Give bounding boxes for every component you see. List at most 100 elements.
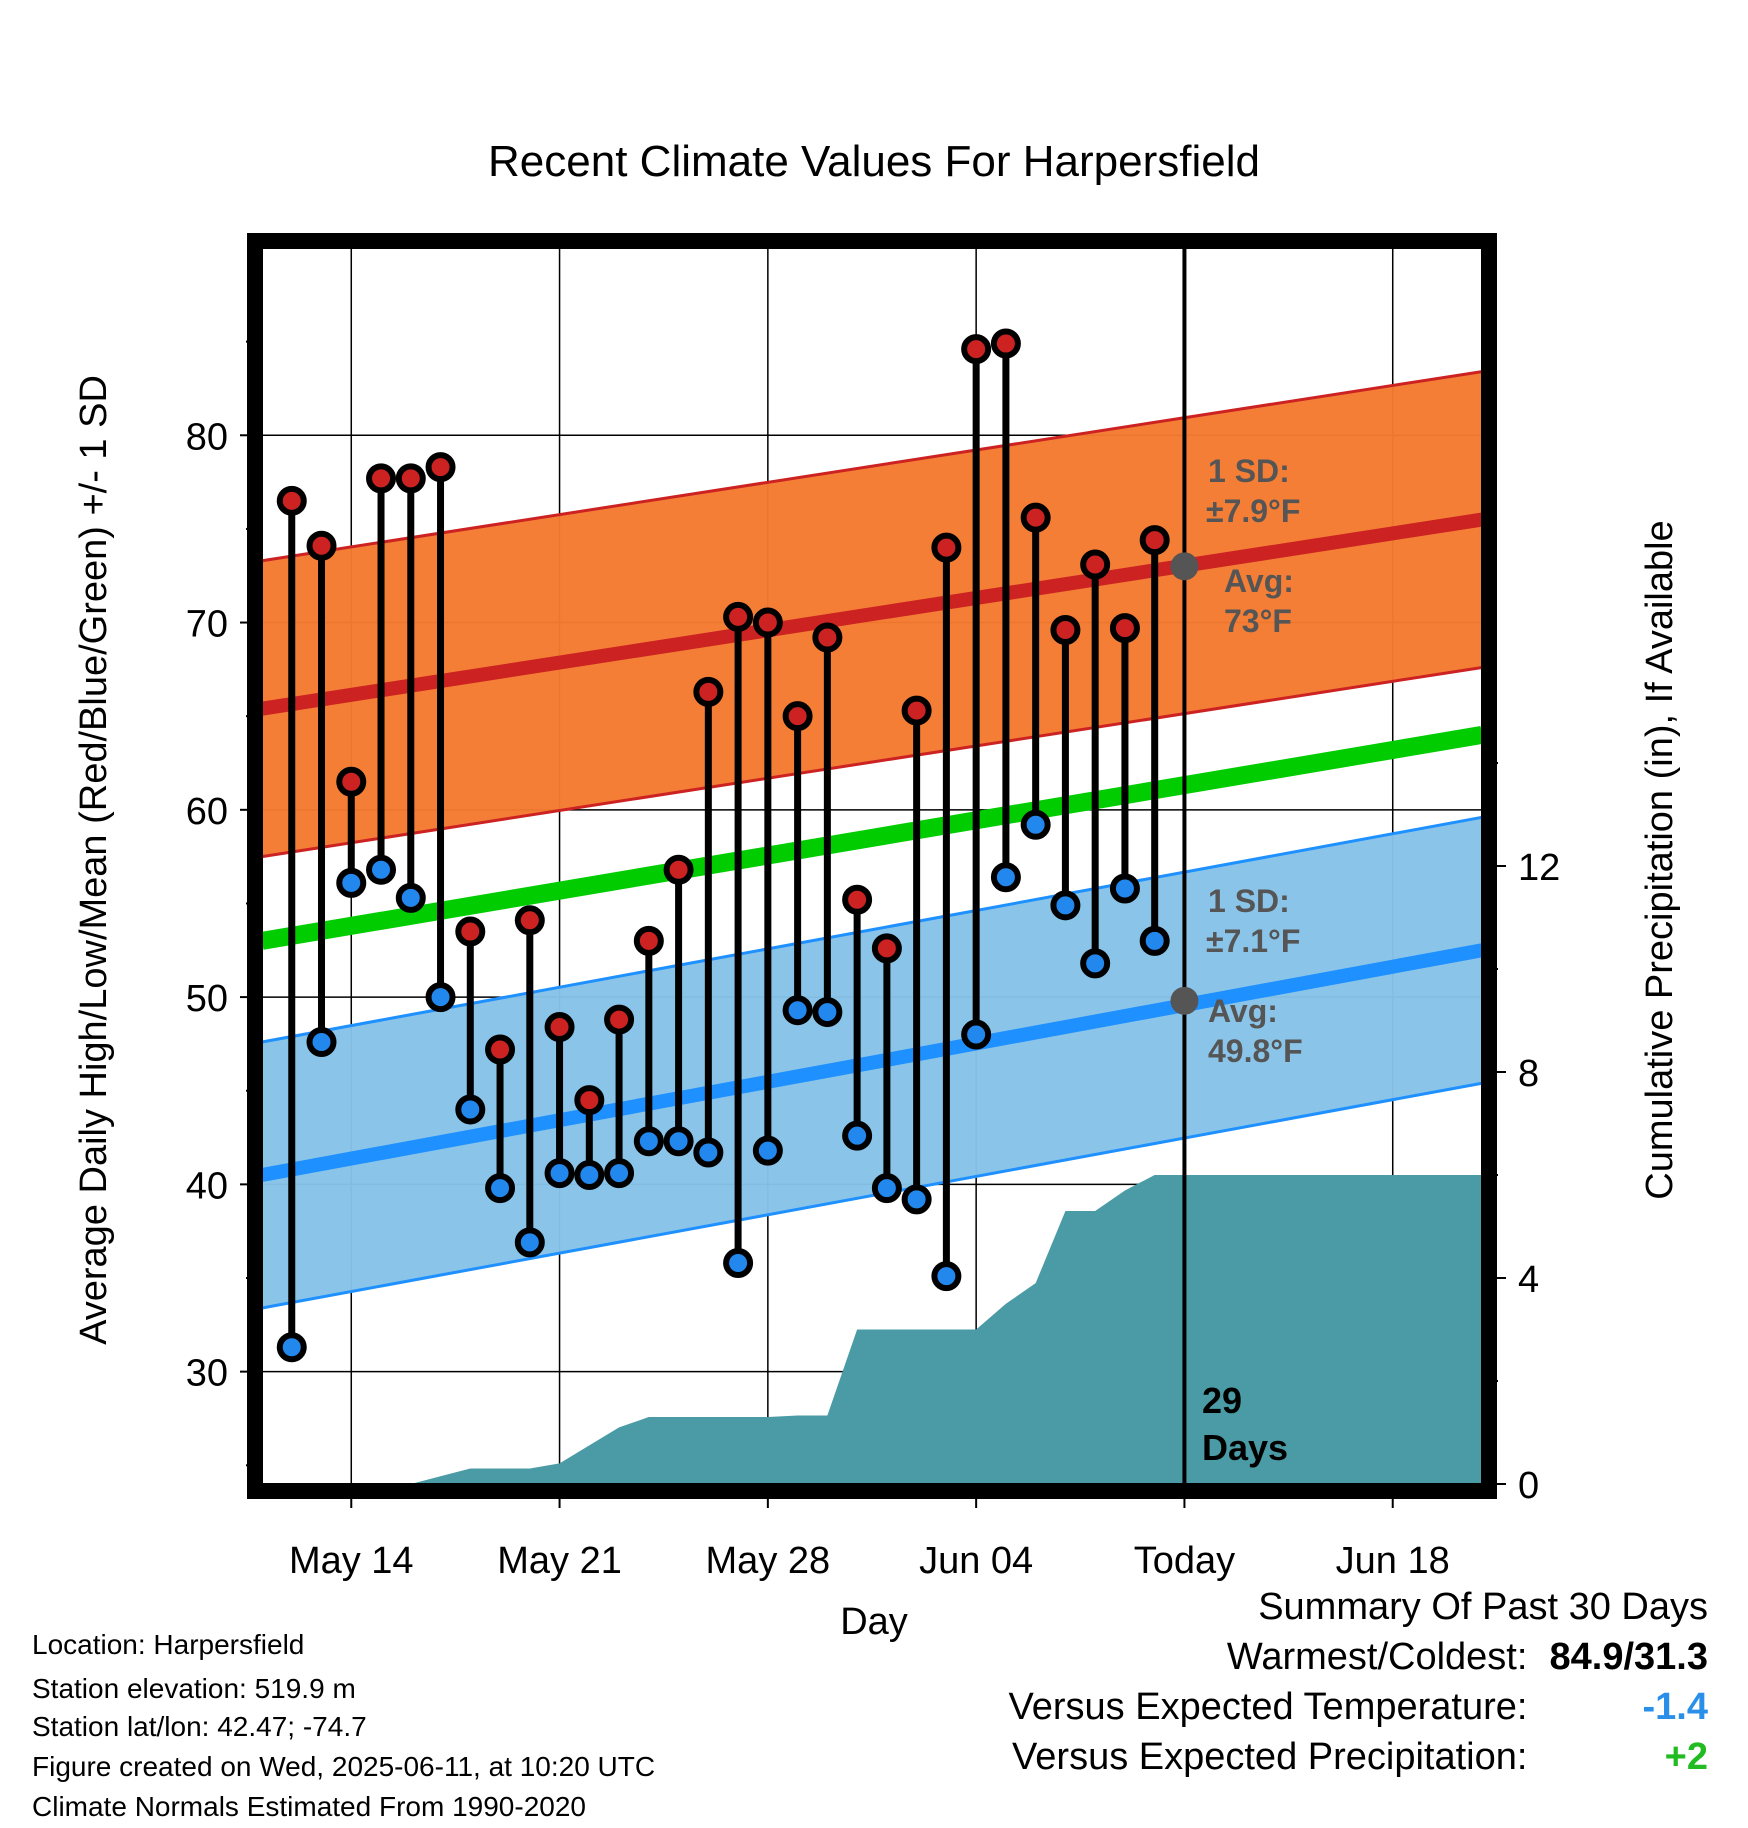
high-point: [455, 916, 486, 947]
low-point: [1020, 809, 1051, 840]
today-high-avg-marker: [1170, 552, 1199, 581]
low-point: [990, 862, 1021, 893]
high-avg-label: Avg:: [1224, 563, 1294, 599]
high-point: [633, 925, 664, 956]
low-point: [336, 867, 367, 898]
low-point: [782, 995, 813, 1026]
high-point: [1020, 502, 1051, 533]
high-sd-label: 1 SD:: [1208, 453, 1290, 489]
summary-precip-row: Versus Expected Precipitation: +2: [1009, 1732, 1708, 1782]
x-tick-label: Today: [1134, 1540, 1235, 1582]
y-right-tick-label: 0: [1518, 1465, 1539, 1507]
low-point: [812, 997, 843, 1028]
y-tick-label: 40: [186, 1165, 228, 1207]
high-point: [366, 463, 397, 494]
high-point: [604, 1004, 635, 1035]
chart-title: Recent Climate Values For Harpersfield: [488, 137, 1260, 186]
high-avg-value: 73°F: [1224, 603, 1292, 639]
summary-panel: Summary Of Past 30 Days Warmest/Coldest:…: [1009, 1582, 1708, 1782]
high-point: [395, 463, 426, 494]
y-tick-label: 60: [186, 791, 228, 833]
x-axis-label: Day: [840, 1601, 908, 1643]
y-right-tick-label: 12: [1518, 847, 1560, 889]
high-point: [931, 532, 962, 563]
x-tick-label: May 28: [706, 1540, 831, 1582]
y-tick-label: 30: [186, 1353, 228, 1395]
high-point: [276, 485, 307, 516]
low-point: [1139, 925, 1170, 956]
low-sd-label: 1 SD:: [1208, 883, 1290, 919]
low-point: [663, 1126, 694, 1157]
plot-area: 30 40 50 60 70 80 0 4 8 12 May 14 May 21 May 28 Jun 0…: [186, 233, 1560, 1582]
high-point: [485, 1034, 516, 1065]
high-point: [544, 1012, 575, 1043]
normal-low-band-upper-edge: [261, 815, 1483, 1044]
low-avg-value: 49.8°F: [1208, 1033, 1303, 1069]
low-point: [693, 1137, 724, 1168]
footer-location: Location: Harpersfield: [32, 1629, 305, 1660]
x-tick-label: Jun 04: [919, 1540, 1033, 1582]
high-point: [574, 1085, 605, 1116]
footer-latlon: Station lat/lon: 42.47; -74.7: [32, 1711, 367, 1742]
low-point: [276, 1332, 307, 1363]
footer-normals: Climate Normals Estimated From 1990-2020: [32, 1791, 586, 1822]
low-point: [604, 1158, 635, 1189]
normal-low-line: [260, 943, 1484, 1182]
low-point: [1109, 873, 1140, 904]
y-right-tick-label: 8: [1518, 1053, 1539, 1095]
high-sd-value: ±7.9°F: [1206, 493, 1300, 529]
today-low-avg-marker: [1170, 986, 1199, 1015]
temp-vs-expected-value: -1.4: [1642, 1686, 1708, 1728]
y-tick-label: 70: [186, 604, 228, 646]
y-tick-label: 50: [186, 978, 228, 1020]
high-point: [901, 695, 932, 726]
summary-temp-row: Versus Expected Temperature: -1.4: [1009, 1682, 1708, 1732]
precip-vs-expected-value: +2: [1664, 1736, 1708, 1778]
low-point: [723, 1248, 754, 1279]
low-point: [931, 1261, 962, 1292]
normal-high-band-lower-edge: [261, 666, 1483, 859]
low-sd-value: ±7.1°F: [1206, 923, 1300, 959]
days-count: 29: [1202, 1380, 1242, 1421]
x-tick-label: May 14: [289, 1540, 414, 1582]
low-point: [633, 1126, 664, 1157]
y-axis-right-label: Cumulative Precipitation (in), If Availa…: [1639, 520, 1681, 1199]
high-point: [871, 933, 902, 964]
precip-vs-expected-label: Versus Expected Precipitation:: [1012, 1736, 1528, 1778]
footer-elevation: Station elevation: 519.9 m: [32, 1673, 356, 1704]
low-point: [1050, 890, 1081, 921]
low-point: [485, 1173, 516, 1204]
high-point: [782, 701, 813, 732]
days-label: Days: [1202, 1427, 1288, 1468]
low-point: [395, 882, 426, 913]
high-point: [961, 334, 992, 365]
low-point: [366, 854, 397, 885]
low-avg-label: Avg:: [1208, 993, 1278, 1029]
x-tick-label: Jun 18: [1336, 1540, 1450, 1582]
low-point: [544, 1158, 575, 1189]
low-point: [1080, 948, 1111, 979]
y-tick-label: 80: [186, 416, 228, 458]
high-point: [1080, 549, 1111, 580]
low-point: [901, 1184, 932, 1215]
normal-high-band-upper-edge: [261, 370, 1483, 563]
warm-cold-value: 84.9/31.3: [1549, 1636, 1708, 1678]
y-axis-label: Average Daily High/Low/Mean (Red/Blue/Gr…: [73, 375, 115, 1345]
high-point: [336, 766, 367, 797]
high-point: [693, 676, 724, 707]
low-point: [425, 982, 456, 1013]
low-point: [842, 1120, 873, 1151]
high-point: [990, 328, 1021, 359]
plot-frame: [247, 233, 1497, 1499]
low-point: [514, 1227, 545, 1258]
high-point: [723, 601, 754, 632]
low-point: [871, 1173, 902, 1204]
low-point: [574, 1160, 605, 1190]
low-point: [455, 1094, 486, 1125]
high-point: [425, 452, 456, 483]
high-point: [752, 607, 783, 638]
x-tick-label: May 21: [497, 1540, 622, 1582]
temp-vs-expected-label: Versus Expected Temperature:: [1008, 1686, 1528, 1728]
normal-low-band-lower-edge: [261, 1081, 1483, 1310]
precipitation-area: [262, 1175, 1482, 1484]
